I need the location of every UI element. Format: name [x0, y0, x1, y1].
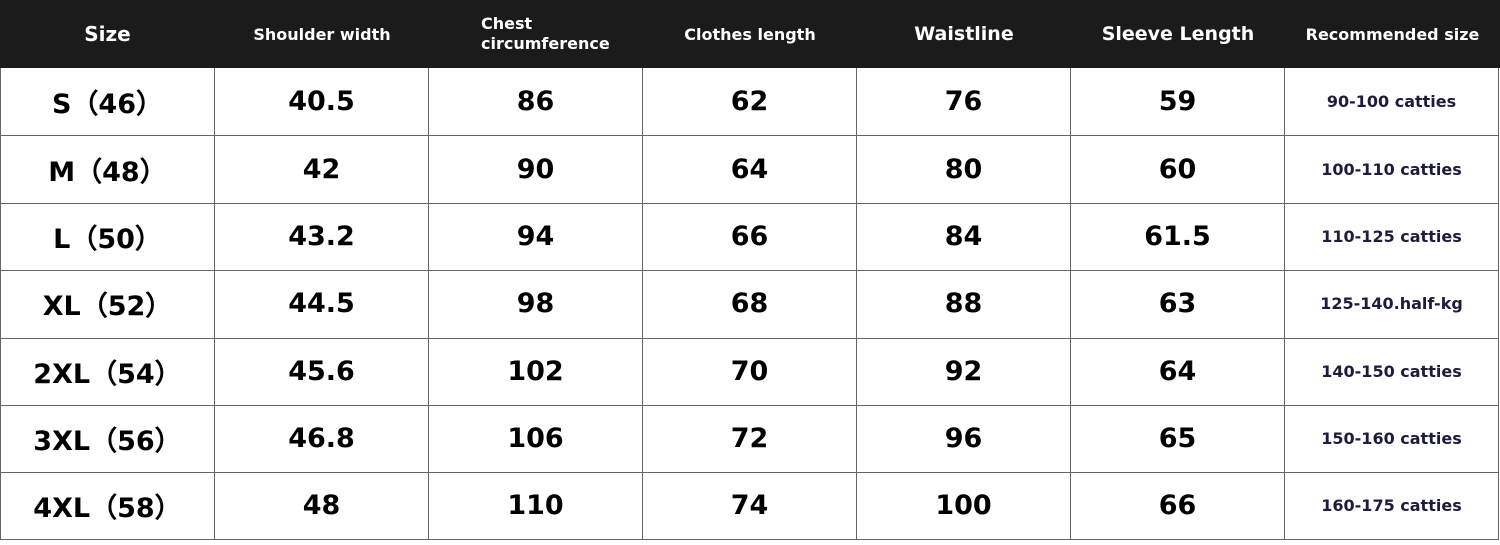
value-cell: 100-110 catties	[1285, 135, 1499, 204]
value-cell: 125-140.half-kg	[1285, 270, 1499, 339]
value-cell: 90	[429, 135, 643, 204]
header-cell: Chest circumference	[429, 0, 643, 68]
value-cell: 63	[1071, 270, 1285, 339]
value-cell: 96	[857, 405, 1071, 474]
size-cell: M（48）	[0, 135, 215, 204]
value-cell: 100	[857, 472, 1071, 540]
value-cell: 110	[429, 472, 643, 540]
value-cell: 106	[429, 405, 643, 474]
size-cell: XL（52）	[0, 270, 215, 339]
value-cell: 46.8	[215, 405, 429, 474]
value-cell: 160-175 catties	[1285, 472, 1499, 540]
size-cell: 2XL（54）	[0, 337, 215, 406]
value-cell: 66	[643, 202, 857, 272]
value-cell: 90-100 catties	[1285, 68, 1499, 137]
value-cell: 64	[1071, 337, 1285, 406]
value-cell: 43.2	[215, 202, 429, 272]
header-cell: Size	[0, 0, 215, 68]
value-cell: 64	[643, 135, 857, 204]
value-cell: 72	[643, 405, 857, 474]
value-cell: 110-125 catties	[1285, 202, 1499, 272]
size-cell: 3XL（56）	[0, 405, 215, 474]
value-cell: 42	[215, 135, 429, 204]
value-cell: 65	[1071, 405, 1285, 474]
size-cell: L（50）	[0, 202, 215, 272]
value-cell: 74	[643, 472, 857, 540]
value-cell: 92	[857, 337, 1071, 406]
value-cell: 76	[857, 68, 1071, 137]
header-cell: Shoulder width	[215, 0, 429, 68]
value-cell: 60	[1071, 135, 1285, 204]
value-cell: 84	[857, 202, 1071, 272]
value-cell: 150-160 catties	[1285, 405, 1499, 474]
value-cell: 140-150 catties	[1285, 337, 1499, 406]
value-cell: 40.5	[215, 68, 429, 137]
size-cell: S（46）	[0, 68, 215, 137]
size-cell: 4XL（58）	[0, 472, 215, 540]
value-cell: 61.5	[1071, 202, 1285, 272]
value-cell: 102	[429, 337, 643, 406]
value-cell: 88	[857, 270, 1071, 339]
header-cell: Sleeve Length	[1071, 0, 1285, 68]
value-cell: 70	[643, 337, 857, 406]
header-cell: Clothes length	[643, 0, 857, 68]
value-cell: 98	[429, 270, 643, 339]
value-cell: 62	[643, 68, 857, 137]
value-cell: 68	[643, 270, 857, 339]
value-cell: 86	[429, 68, 643, 137]
value-cell: 94	[429, 202, 643, 272]
value-cell: 45.6	[215, 337, 429, 406]
value-cell: 59	[1071, 68, 1285, 137]
header-cell: Recommended size	[1285, 0, 1500, 68]
value-cell: 48	[215, 472, 429, 540]
value-cell: 44.5	[215, 270, 429, 339]
value-cell: 66	[1071, 472, 1285, 540]
value-cell: 80	[857, 135, 1071, 204]
header-cell: Waistline	[857, 0, 1071, 68]
